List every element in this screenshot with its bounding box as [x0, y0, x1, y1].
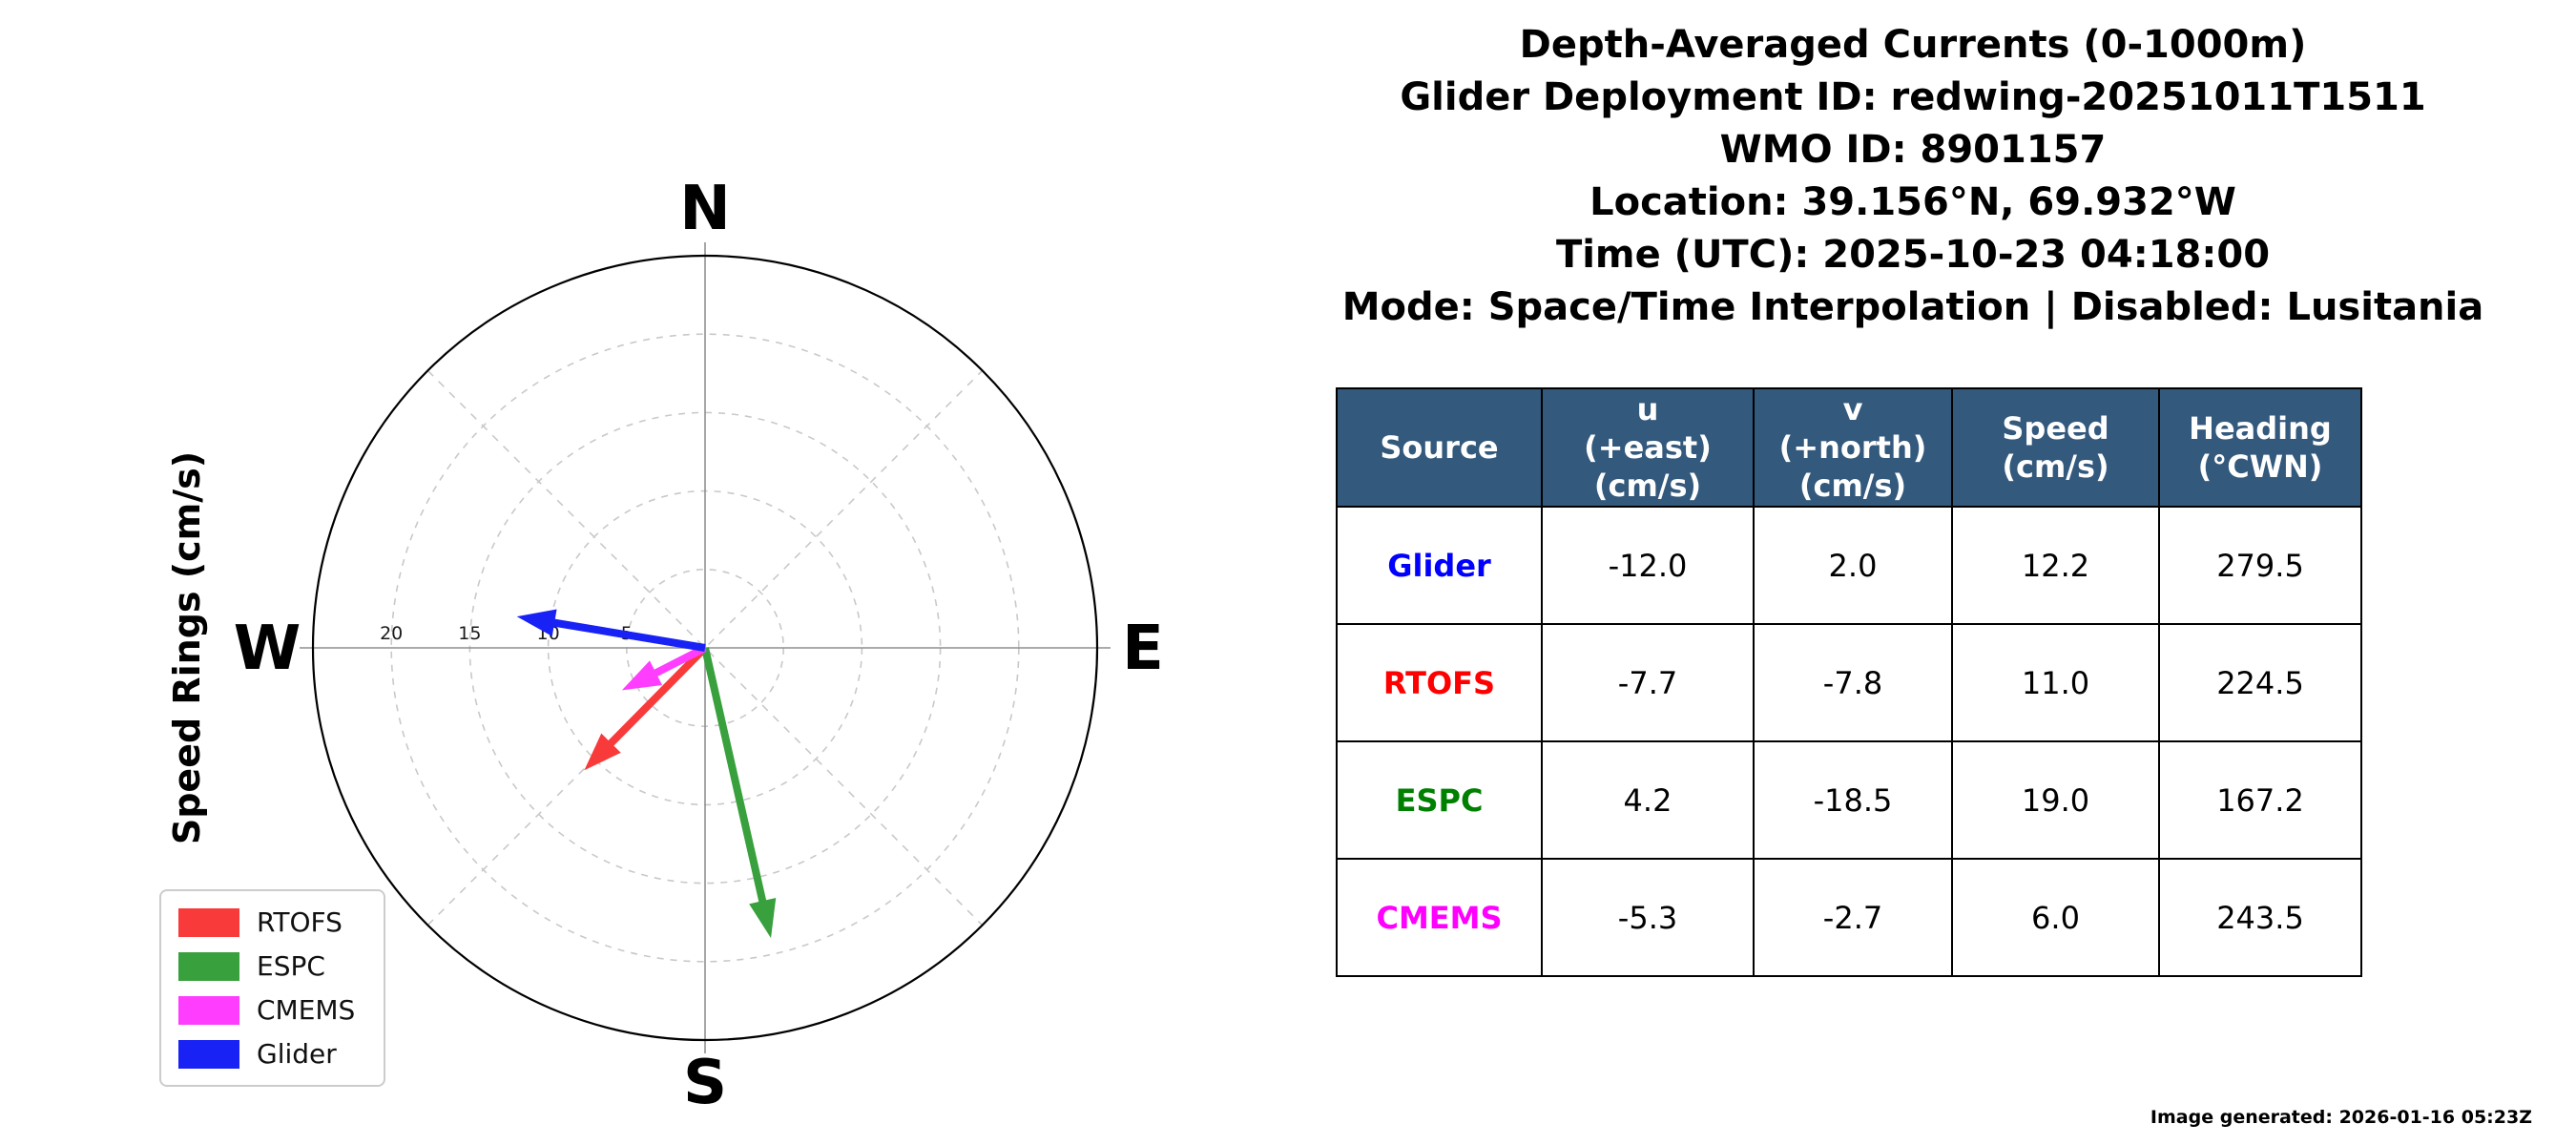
value-cell: -7.8 — [1753, 623, 1953, 742]
cmems-arrow-head — [621, 660, 663, 691]
legend-label-cmems: CMEMS — [257, 994, 356, 1026]
title-block: Depth-Averaged Currents (0-1000m) Glider… — [1293, 19, 2533, 334]
legend-swatch-cmems — [178, 995, 239, 1025]
espc-arrow-head — [749, 897, 777, 939]
deployment-id: Glider Deployment ID: redwing-20251011T1… — [1400, 75, 2426, 119]
legend-label-espc: ESPC — [257, 950, 325, 982]
value-cell: 279.5 — [2158, 506, 2362, 625]
cmems-current-arrow — [621, 644, 707, 691]
currents-table: Source u (+east) (cm/s) v (+north) (cm/s… — [1336, 387, 2362, 977]
rtofs-current-arrow — [584, 645, 708, 771]
location-line: Location: 39.156°N, 69.932°W — [1589, 180, 2236, 224]
value-cell: -7.7 — [1541, 623, 1755, 742]
legend-item-rtofs: RTOFS — [178, 906, 355, 938]
cardinal-label-S: S — [683, 1048, 727, 1118]
legend-label-glider: Glider — [257, 1038, 337, 1070]
plot-legend: RTOFS ESPC CMEMS Glider — [159, 889, 386, 1087]
table-row-cmems: CMEMS -5.3 -2.7 6.0 243.5 — [1336, 858, 2362, 977]
espc-arrow-shaft — [701, 647, 767, 904]
legend-label-rtofs: RTOFS — [257, 906, 343, 938]
legend-item-glider: Glider — [178, 1038, 355, 1070]
cardinal-label-N: N — [679, 174, 731, 244]
value-cell: 6.0 — [1951, 858, 2160, 977]
mode-line: Mode: Space/Time Interpolation | Disable… — [1341, 285, 2484, 329]
header-u-east: u (+east) (cm/s) — [1541, 387, 1755, 508]
value-cell: 12.2 — [1951, 506, 2160, 625]
source-cell-espc: ESPC — [1336, 740, 1543, 860]
header-speed: Speed (cm/s) — [1951, 387, 2160, 508]
ring-tick-label-20: 20 — [380, 623, 403, 644]
legend-item-espc: ESPC — [178, 950, 355, 982]
currents-polar-plot: 2015105NSWE — [234, 174, 1164, 1118]
time-utc-line: Time (UTC): 2025-10-23 04:18:00 — [1555, 233, 2271, 277]
value-cell: 11.0 — [1951, 623, 2160, 742]
value-cell: -12.0 — [1541, 506, 1755, 625]
generated-timestamp: Image generated: 2026-01-16 05:23Z — [2150, 1107, 2532, 1128]
cmems-arrow-shaft — [652, 644, 707, 677]
header-source: Source — [1336, 387, 1543, 508]
outer-ring — [311, 254, 1099, 1042]
cardinal-label-E: E — [1122, 614, 1164, 684]
value-cell: -5.3 — [1541, 858, 1755, 977]
value-cell: 167.2 — [2158, 740, 2362, 860]
source-cell-glider: Glider — [1336, 506, 1543, 625]
legend-swatch-glider — [178, 1039, 239, 1069]
source-cell-cmems: CMEMS — [1336, 858, 1543, 977]
table-row-glider: Glider -12.0 2.0 12.2 279.5 — [1336, 506, 2362, 625]
espc-current-arrow — [701, 647, 777, 939]
plot-title: Depth-Averaged Currents (0-1000m) — [1519, 23, 2307, 67]
header-v-north: v (+north) (cm/s) — [1753, 387, 1953, 508]
rtofs-arrow-head — [584, 733, 621, 771]
source-cell-rtofs: RTOFS — [1336, 623, 1543, 742]
value-cell: -18.5 — [1753, 740, 1953, 860]
cardinal-label-W: W — [234, 614, 301, 684]
rtofs-arrow-shaft — [607, 645, 708, 747]
value-cell: 243.5 — [2158, 858, 2362, 977]
value-cell: 4.2 — [1541, 740, 1755, 860]
glider-arrow-shaft — [551, 618, 706, 652]
legend-swatch-rtofs — [178, 907, 239, 937]
table-row-espc: ESPC 4.2 -18.5 19.0 167.2 — [1336, 740, 2362, 860]
speed-rings-axis-label: Speed Rings (cm/s) — [166, 450, 208, 845]
ring-tick-label-15: 15 — [458, 623, 481, 644]
table-row-rtofs: RTOFS -7.7 -7.8 11.0 224.5 — [1336, 623, 2362, 742]
value-cell: 224.5 — [2158, 623, 2362, 742]
value-cell: -2.7 — [1753, 858, 1953, 977]
header-heading: Heading (°CWN) — [2158, 387, 2362, 508]
legend-swatch-espc — [178, 951, 239, 981]
table-header-row: Source u (+east) (cm/s) v (+north) (cm/s… — [1336, 387, 2362, 508]
value-cell: 19.0 — [1951, 740, 2160, 860]
glider-current-arrow — [516, 609, 706, 652]
legend-item-cmems: CMEMS — [178, 994, 355, 1026]
glider-arrow-head — [516, 609, 557, 636]
value-cell: 2.0 — [1753, 506, 1953, 625]
wmo-id: WMO ID: 8901157 — [1719, 128, 2107, 172]
